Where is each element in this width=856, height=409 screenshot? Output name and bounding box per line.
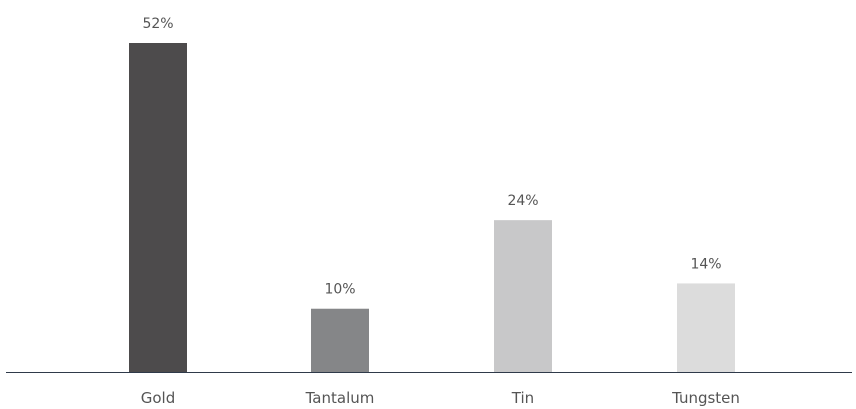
category-label-tantalum: Tantalum (305, 389, 375, 407)
category-labels-group: Gold Tantalum Tin Tungsten (141, 389, 740, 407)
value-labels-group: 52% 10% 24% 14% (142, 16, 721, 298)
category-label-tungsten: Tungsten (671, 389, 740, 407)
bar-gold (129, 43, 187, 372)
category-label-tin: Tin (511, 389, 534, 407)
bar-tin (494, 220, 552, 372)
bars-group (129, 43, 735, 372)
value-label-gold: 52% (142, 16, 173, 32)
bar-tungsten (677, 283, 735, 372)
bar-tantalum (311, 308, 369, 372)
category-label-gold: Gold (141, 389, 176, 407)
value-label-tin: 24% (507, 193, 538, 209)
value-label-tungsten: 14% (690, 256, 721, 272)
value-label-tantalum: 10% (324, 282, 355, 298)
